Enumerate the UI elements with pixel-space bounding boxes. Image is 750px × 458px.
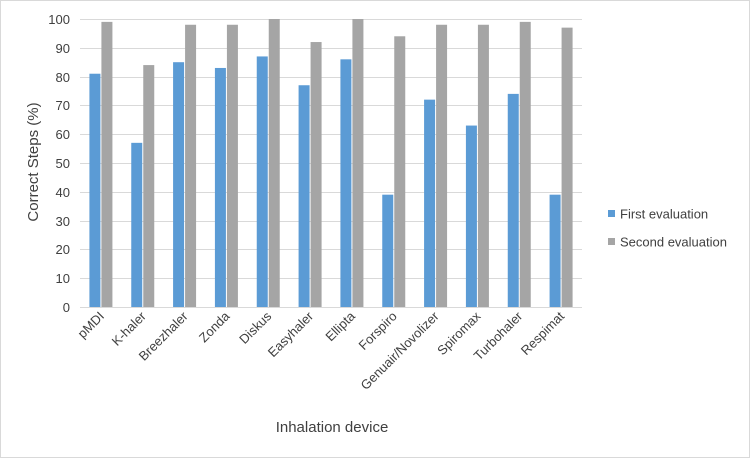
- bar-first-easyhaler: [298, 85, 310, 308]
- legend-swatch-first: [608, 210, 615, 217]
- bar-first-ellipta: [340, 59, 352, 307]
- y-tick-label-90: 90: [56, 41, 70, 56]
- bar-first-genuair-novolizer: [424, 99, 436, 307]
- bar-first-turbohaler: [507, 93, 519, 307]
- bar-second-genuair-novolizer: [436, 24, 448, 307]
- bar-second-respimat: [561, 27, 573, 307]
- bar-first-forspiro: [382, 194, 394, 307]
- bar-first-k-haler: [131, 142, 143, 307]
- bar-second-diskus: [268, 19, 280, 307]
- x-axis-title: Inhalation device: [276, 419, 389, 436]
- y-tick-label-10: 10: [56, 271, 70, 286]
- bar-first-spiromax: [465, 125, 477, 307]
- y-tick-label-0: 0: [63, 300, 70, 315]
- bar-first-zonda: [214, 67, 226, 308]
- bar-second-forspiro: [394, 36, 406, 307]
- bar-second-turbohaler: [519, 21, 531, 307]
- bar-second-k-haler: [143, 65, 155, 307]
- bar-second-spiromax: [477, 24, 489, 307]
- y-tick-label-40: 40: [56, 185, 70, 200]
- y-axis-title: Correct Steps (%): [25, 102, 42, 221]
- legend-label-second: Second evaluation: [620, 235, 727, 250]
- y-tick-label-50: 50: [56, 156, 70, 171]
- y-tick-labels: 0 10 20 30 40 50 60 70 80 90 100: [48, 12, 70, 315]
- gridlines: [80, 19, 582, 308]
- bar-first-breezhaler: [173, 62, 185, 308]
- bar-second-easyhaler: [310, 42, 322, 307]
- bars: [89, 19, 573, 308]
- bar-first-respimat: [549, 194, 561, 307]
- bar-first-diskus: [256, 56, 268, 307]
- legend-swatch-second: [608, 238, 615, 245]
- y-tick-label-80: 80: [56, 70, 70, 85]
- bar-second-breezhaler: [185, 24, 197, 307]
- y-tick-label-30: 30: [56, 214, 70, 229]
- y-tick-label-20: 20: [56, 242, 70, 257]
- y-tick-label-100: 100: [48, 12, 70, 27]
- y-tick-label-60: 60: [56, 127, 70, 142]
- y-tick-label-70: 70: [56, 98, 70, 113]
- legend-label-first: First evaluation: [620, 207, 708, 222]
- bar-second-pmdi: [101, 21, 113, 307]
- bar-second-ellipta: [352, 19, 364, 307]
- bar-first-pmdi: [89, 73, 101, 307]
- legend: First evaluation Second evaluation: [608, 207, 727, 250]
- bar-second-zonda: [226, 24, 238, 307]
